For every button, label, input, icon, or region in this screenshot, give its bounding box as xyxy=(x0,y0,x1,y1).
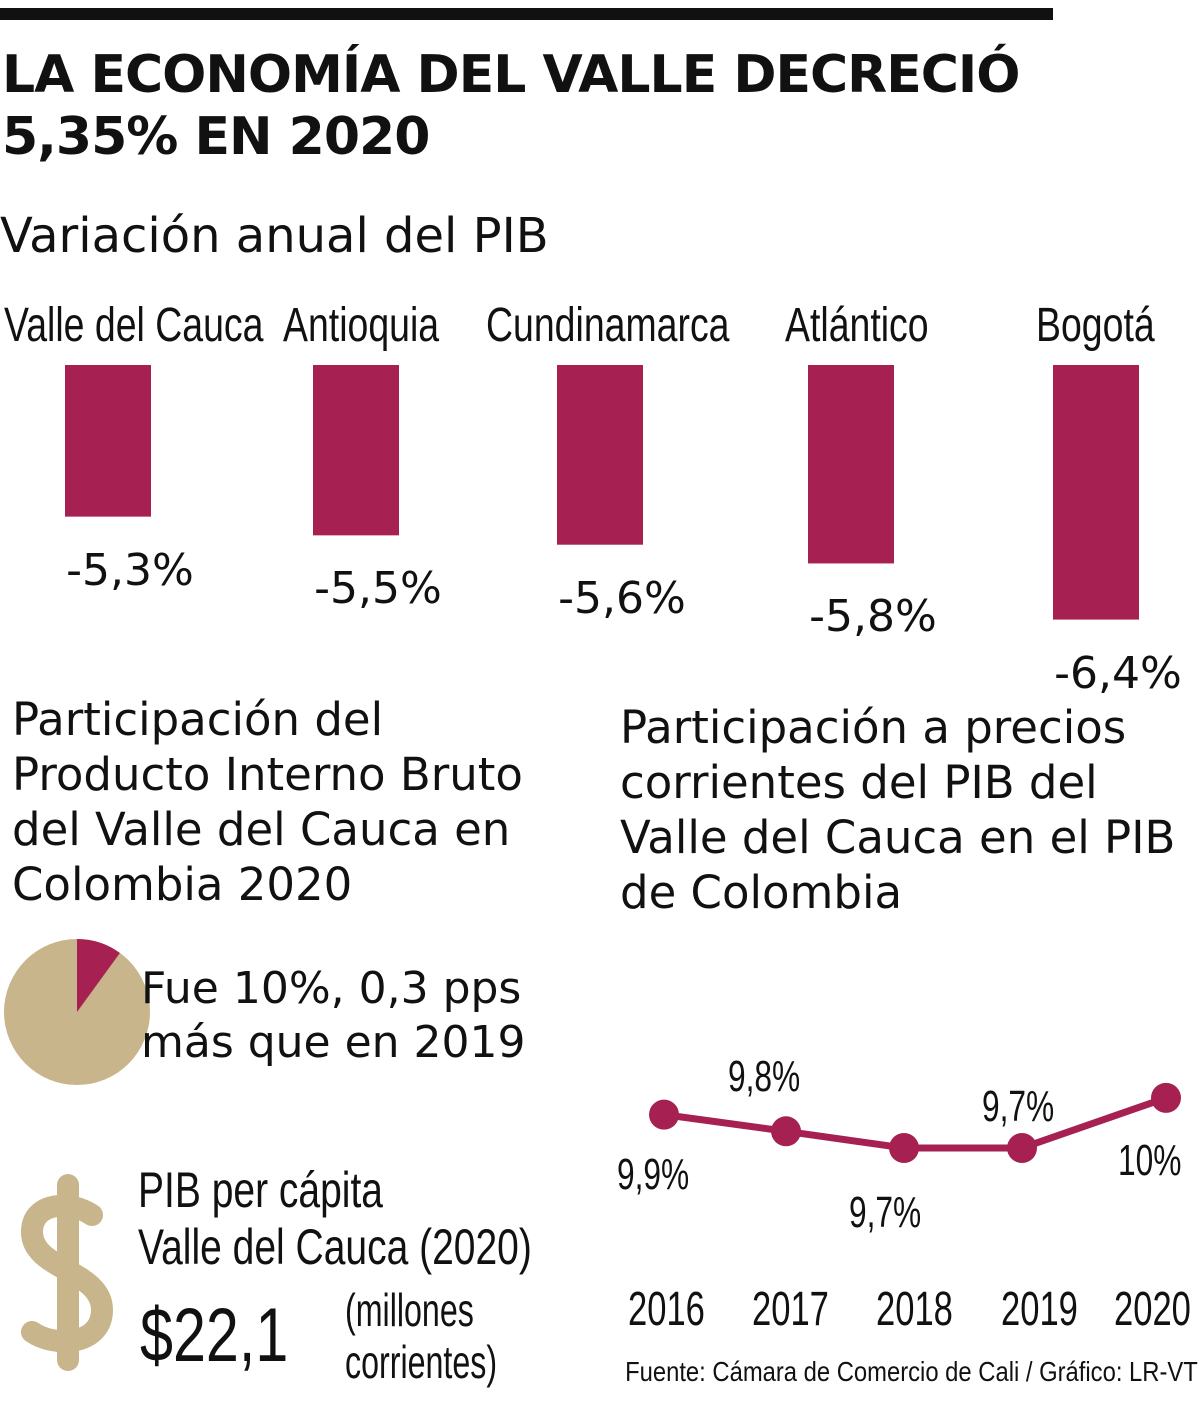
point-value-label: 9,7% xyxy=(849,1188,922,1237)
headline-line-1: LA ECONOMÍA DEL VALLE DECRECIÓ xyxy=(2,45,1020,105)
region-label: Atlántico xyxy=(785,299,929,352)
x-tick-label: 2017 xyxy=(752,1283,829,1336)
pie-caption: Fue 10%, 0,3 pps más que en 2019 xyxy=(141,962,526,1070)
per-capita-value: $22,1 xyxy=(140,1293,289,1378)
bar-value-label: -5,6% xyxy=(558,572,686,624)
pie-slice-valle xyxy=(77,939,120,1012)
per-capita-label: PIB per cápita Valle del Cauca (2020) xyxy=(138,1162,532,1276)
pie-caption-line-2: más que en 2019 xyxy=(141,1017,526,1068)
bar xyxy=(313,365,399,536)
data-point xyxy=(771,1116,801,1147)
data-point xyxy=(1007,1133,1037,1163)
pie-caption-line-1: Fue 10%, 0,3 pps xyxy=(141,963,522,1014)
per-capita-unit-line-2: corrientes) xyxy=(345,1336,498,1388)
x-tick-label: 2016 xyxy=(628,1283,705,1336)
per-capita-label-line-1: PIB per cápita xyxy=(138,1162,383,1218)
bar-value-label: -6,4% xyxy=(1054,647,1182,699)
region-label: Bogotá xyxy=(1036,299,1155,352)
per-capita-label-line-2: Valle del Cauca (2020) xyxy=(138,1219,532,1275)
region-label: Cundinamarca xyxy=(486,299,730,352)
region-label: Antioquia xyxy=(283,299,440,352)
per-capita-unit: (millones corrientes) xyxy=(345,1284,497,1388)
pie-chart xyxy=(4,939,150,1085)
region-label: Valle del Cauca xyxy=(4,299,264,352)
bar-chart xyxy=(65,365,1139,620)
headline: LA ECONOMÍA DEL VALLE DECRECIÓ 5,35% EN … xyxy=(2,44,1020,168)
x-tick-label: 2020 xyxy=(1114,1283,1191,1336)
pie-chart-title: Participación del Producto Interno Bruto… xyxy=(12,693,523,911)
bar xyxy=(1053,365,1139,620)
x-tick-label: 2019 xyxy=(1001,1283,1078,1336)
data-point xyxy=(1151,1082,1181,1113)
bar xyxy=(808,365,894,564)
dollar-sign-icon xyxy=(20,1174,114,1371)
headline-line-2: 5,35% EN 2020 xyxy=(2,107,430,167)
bar xyxy=(65,365,151,517)
line-chart-title: Participación a precios corrientes del P… xyxy=(620,701,1176,919)
point-value-label: 9,8% xyxy=(728,1052,801,1101)
x-tick-label: 2018 xyxy=(876,1283,953,1336)
per-capita-unit-line-1: (millones xyxy=(345,1284,474,1336)
bar xyxy=(557,365,643,545)
data-point xyxy=(649,1099,679,1130)
bar-value-label: -5,3% xyxy=(66,544,194,596)
bar-value-label: -5,5% xyxy=(314,563,442,615)
point-value-label: 9,7% xyxy=(982,1082,1055,1131)
point-value-label: 9,9% xyxy=(617,1150,690,1199)
source-note: Fuente: Cámara de Comercio de Cali / Grá… xyxy=(625,1356,1198,1387)
point-value-label: 10% xyxy=(1118,1136,1182,1185)
bar-value-label: -5,8% xyxy=(809,591,937,643)
data-point xyxy=(889,1133,919,1163)
top-rule xyxy=(0,8,1053,20)
bar-chart-title: Variación anual del PIB xyxy=(0,208,549,264)
